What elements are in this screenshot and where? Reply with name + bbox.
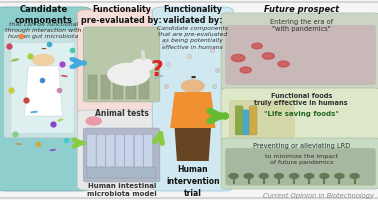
Ellipse shape	[30, 111, 38, 113]
FancyArrowPatch shape	[155, 133, 162, 143]
FancyBboxPatch shape	[96, 134, 105, 170]
Circle shape	[290, 174, 299, 178]
FancyBboxPatch shape	[87, 167, 156, 178]
Polygon shape	[175, 128, 211, 161]
FancyBboxPatch shape	[134, 134, 143, 170]
FancyBboxPatch shape	[144, 134, 153, 170]
FancyBboxPatch shape	[77, 110, 166, 190]
Circle shape	[240, 67, 251, 73]
Text: Candidate
components: Candidate components	[14, 5, 73, 25]
Ellipse shape	[15, 143, 22, 145]
FancyBboxPatch shape	[101, 75, 110, 99]
Text: Animal tests: Animal tests	[95, 109, 149, 118]
Text: Entering the era of
"with pandemics": Entering the era of "with pandemics"	[270, 19, 333, 32]
Text: to minimize the impact
of future pandemics: to minimize the impact of future pandemi…	[265, 154, 338, 165]
Circle shape	[132, 59, 154, 71]
Circle shape	[278, 61, 289, 67]
FancyBboxPatch shape	[221, 13, 378, 92]
Circle shape	[335, 174, 344, 178]
FancyBboxPatch shape	[221, 138, 378, 189]
Text: Current Opinion in Biotechnology: Current Opinion in Biotechnology	[263, 193, 373, 199]
Circle shape	[86, 117, 101, 125]
FancyBboxPatch shape	[229, 100, 294, 138]
Text: ▬: ▬	[190, 74, 195, 79]
Text: Candidate components
that are pre-evaluated
as being potentially
effective in hu: Candidate components that are pre-evalua…	[157, 26, 228, 50]
Circle shape	[244, 174, 253, 178]
Circle shape	[320, 174, 329, 178]
FancyBboxPatch shape	[0, 7, 91, 191]
Text: "Life saving foods": "Life saving foods"	[264, 111, 339, 117]
Text: Functionality
validated by:: Functionality validated by:	[163, 5, 223, 25]
Text: Functional foods
truly effective in humans: Functional foods truly effective in huma…	[254, 93, 348, 106]
FancyBboxPatch shape	[77, 10, 166, 115]
FancyBboxPatch shape	[126, 75, 136, 99]
Circle shape	[229, 174, 238, 178]
Circle shape	[259, 174, 268, 178]
FancyBboxPatch shape	[243, 110, 251, 135]
Ellipse shape	[57, 118, 64, 122]
Text: Human intestinal
microbiota model: Human intestinal microbiota model	[87, 183, 156, 196]
FancyBboxPatch shape	[226, 25, 375, 85]
Polygon shape	[170, 92, 215, 128]
FancyBboxPatch shape	[249, 106, 257, 135]
Ellipse shape	[49, 149, 57, 151]
Circle shape	[33, 54, 54, 66]
FancyBboxPatch shape	[4, 30, 82, 138]
Circle shape	[274, 174, 284, 178]
Circle shape	[231, 54, 245, 62]
FancyBboxPatch shape	[113, 75, 123, 99]
FancyBboxPatch shape	[87, 134, 96, 170]
Text: Future prospect: Future prospect	[264, 5, 339, 14]
FancyBboxPatch shape	[152, 7, 234, 191]
Circle shape	[181, 80, 204, 92]
FancyBboxPatch shape	[11, 43, 74, 133]
FancyBboxPatch shape	[226, 148, 375, 185]
Circle shape	[262, 53, 274, 59]
Text: that can be functional
through interaction with
human gut microbiota: that can be functional through interacti…	[5, 22, 82, 39]
FancyArrowPatch shape	[74, 60, 84, 66]
FancyArrowPatch shape	[210, 111, 225, 121]
FancyBboxPatch shape	[88, 75, 97, 99]
Circle shape	[305, 174, 314, 178]
Text: Functionality
pre-evaluated by:: Functionality pre-evaluated by:	[81, 5, 162, 25]
FancyArrowPatch shape	[74, 140, 84, 146]
FancyBboxPatch shape	[115, 134, 124, 170]
Ellipse shape	[60, 75, 68, 77]
FancyBboxPatch shape	[83, 128, 160, 182]
FancyBboxPatch shape	[221, 88, 378, 142]
Text: Human
intervention
trial: Human intervention trial	[166, 165, 220, 198]
FancyBboxPatch shape	[106, 134, 115, 170]
Ellipse shape	[11, 58, 19, 62]
Circle shape	[350, 174, 359, 178]
Polygon shape	[25, 66, 62, 116]
Circle shape	[252, 43, 262, 49]
Text: ?: ?	[150, 60, 163, 80]
FancyBboxPatch shape	[125, 134, 134, 170]
FancyBboxPatch shape	[139, 75, 149, 99]
Circle shape	[108, 63, 149, 85]
Text: Preventing or alleviating LRD: Preventing or alleviating LRD	[253, 143, 350, 149]
FancyBboxPatch shape	[235, 106, 243, 135]
Text: ━: ━	[41, 46, 46, 52]
FancyBboxPatch shape	[83, 27, 160, 102]
